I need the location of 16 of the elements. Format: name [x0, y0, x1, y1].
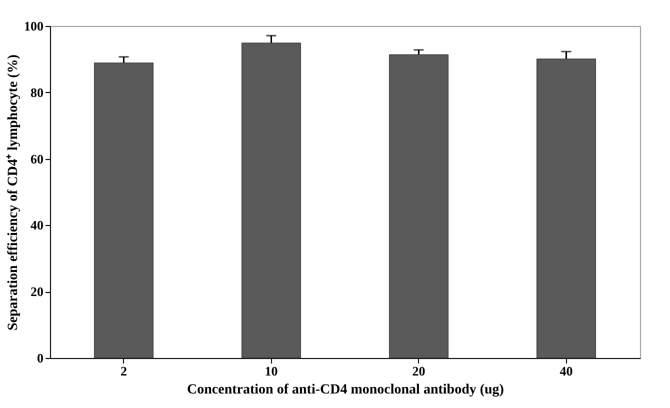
bar [389, 54, 448, 358]
y-tick-label: 20 [30, 284, 44, 300]
x-tick-label: 10 [264, 364, 278, 378]
x-tick-label: 20 [412, 364, 426, 378]
y-tick-label: 0 [37, 350, 44, 366]
y-tick-label: 60 [30, 151, 44, 166]
y-axis-title: Separation efficiency of CD4⁺ lymphocyte (%) [6, 54, 21, 331]
bar [536, 58, 596, 358]
y-tick-label: 80 [30, 84, 44, 100]
bar [242, 42, 301, 358]
bar [94, 62, 154, 358]
x-tick-label: 2 [120, 364, 127, 378]
x-tick-label: 40 [560, 364, 573, 378]
y-tick-label: 100 [24, 18, 44, 34]
y-tick-label: 40 [30, 218, 44, 233]
x-axis-title: Concentration of anti-CD4 monoclonal antibody (ug) [187, 382, 504, 398]
